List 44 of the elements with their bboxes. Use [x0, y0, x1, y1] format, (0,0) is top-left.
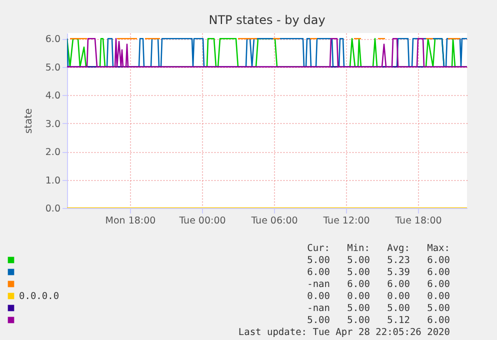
x-tick-label: Mon 18:00 — [105, 216, 156, 226]
text: Cur: — [307, 243, 330, 254]
text: 5.00 — [347, 315, 370, 326]
y-tick-label: 1.0 — [45, 175, 60, 186]
text: 6.00 — [427, 255, 450, 266]
text: 5.00 — [347, 267, 370, 278]
y-tick-label: 0.0 — [45, 204, 60, 214]
x-tick-label: Tue 00:00 — [178, 216, 226, 226]
y-tick-label: 6.0 — [45, 34, 60, 46]
text: 0.00 — [307, 291, 330, 302]
y-axis-title: state — [23, 108, 34, 134]
y-tick-label: 2.0 — [45, 147, 60, 158]
text: 5.00 — [307, 255, 330, 266]
y-tick-label: 4.0 — [45, 90, 60, 102]
x-tick-label: Tue 06:00 — [250, 216, 298, 226]
text: -nan — [307, 303, 330, 314]
text: 5.00 — [347, 303, 370, 314]
text: Max: — [427, 243, 450, 254]
text: Avg: — [387, 243, 410, 254]
text: 5.00 — [307, 315, 330, 326]
text: 6.00 — [307, 267, 330, 278]
x-tick-label: Tue 12:00 — [322, 216, 370, 226]
text: 6.00 — [427, 267, 450, 278]
text: 0.00 — [427, 291, 450, 302]
legend-label: 0.0.0.0 — [19, 291, 60, 302]
text: 6.00 — [387, 279, 410, 290]
text: 5.00 — [347, 255, 370, 266]
text: -nan — [307, 279, 330, 290]
text: Last update: Tue Apr 28 22:05:26 2020 — [238, 327, 450, 338]
text: 5.39 — [387, 267, 410, 278]
text: 6.00 — [347, 279, 370, 290]
text: 5.00 — [387, 303, 410, 314]
y-tick-label: 5.0 — [45, 62, 60, 74]
text: 5.12 — [387, 315, 410, 326]
text: 0.00 — [347, 291, 370, 302]
chart-title: NTP states - by day — [208, 13, 326, 27]
text: 0.00 — [387, 291, 410, 302]
text: 6.00 — [427, 279, 450, 290]
y-tick-label: 3.0 — [45, 118, 60, 130]
text: 5.23 — [387, 255, 410, 266]
text: 6.00 — [427, 315, 450, 326]
text: 5.00 — [427, 303, 450, 314]
text: Min: — [347, 243, 370, 254]
x-tick-label: Tue 18:00 — [394, 216, 442, 226]
